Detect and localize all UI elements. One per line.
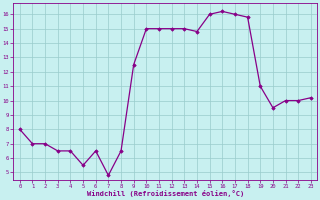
X-axis label: Windchill (Refroidissement éolien,°C): Windchill (Refroidissement éolien,°C)	[87, 190, 244, 197]
